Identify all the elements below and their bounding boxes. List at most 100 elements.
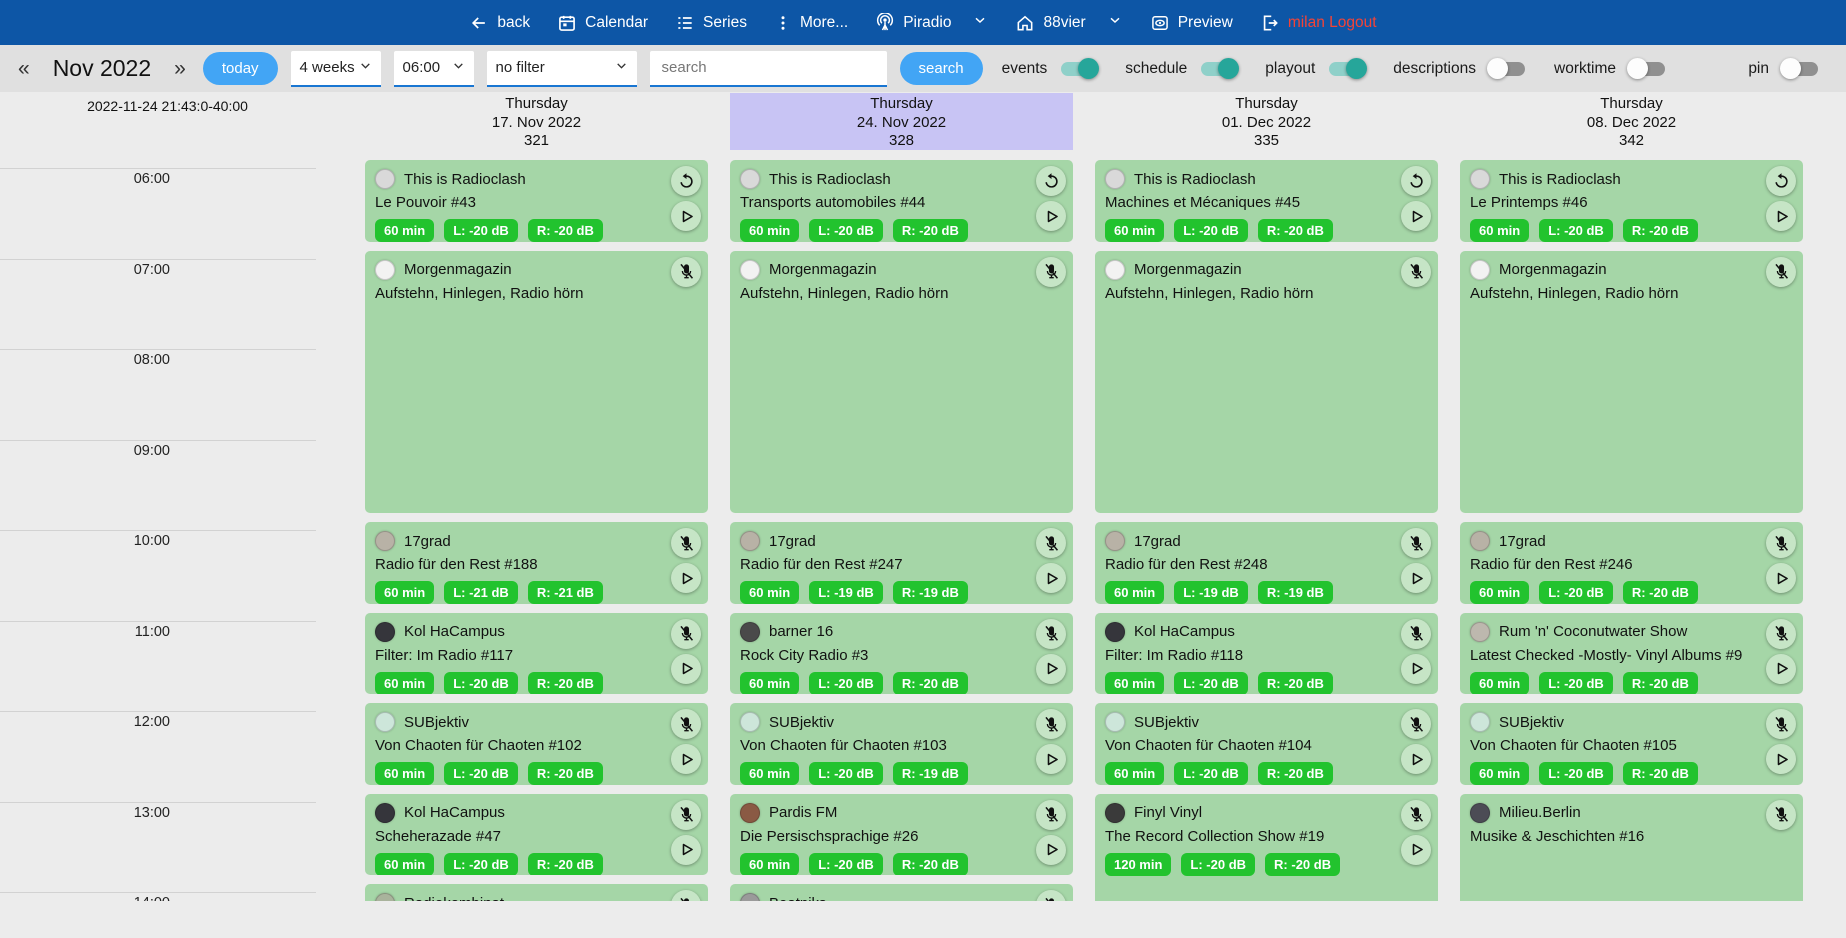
mic-off-icon bbox=[1407, 262, 1426, 281]
search-button[interactable]: search bbox=[899, 52, 983, 85]
station-menu-chevron-icon[interactable] bbox=[1107, 12, 1123, 33]
event-card[interactable]: Rum 'n' Coconutwater Show Latest Checked … bbox=[1460, 612, 1803, 694]
mic-off-button[interactable] bbox=[1401, 618, 1431, 649]
toggle-knob bbox=[1218, 58, 1240, 79]
event-card[interactable]: SUBjektiv Von Chaoten für Chaoten #105 60 … bbox=[1460, 703, 1803, 785]
logout-button[interactable]: milan Logout bbox=[1260, 13, 1377, 33]
play-button[interactable] bbox=[1036, 563, 1066, 593]
event-card[interactable]: Morgenmagazin Aufstehn, Hinlegen, Radio h… bbox=[1095, 250, 1438, 513]
play-button[interactable] bbox=[1036, 201, 1066, 231]
event-card[interactable]: 17grad Radio für den Rest #247 60 min L: -1… bbox=[730, 522, 1073, 604]
event-card[interactable]: Finyl Vinyl The Record Collection Show #1… bbox=[1095, 793, 1438, 901]
descriptions-toggle[interactable] bbox=[1487, 58, 1525, 79]
filter-select[interactable]: no filter bbox=[486, 50, 637, 87]
worktime-toggle[interactable] bbox=[1627, 58, 1666, 79]
mic-off-button[interactable] bbox=[671, 799, 701, 830]
mic-off-button[interactable] bbox=[1036, 256, 1066, 287]
mic-off-button[interactable] bbox=[1036, 799, 1066, 830]
event-card[interactable]: Kol HaCampus Filter: Im Radio #117 60 min L… bbox=[365, 612, 708, 694]
play-button[interactable] bbox=[1766, 653, 1796, 684]
mic-off-button[interactable] bbox=[1401, 256, 1431, 287]
today-button[interactable]: today bbox=[202, 52, 278, 85]
duration-badge: 120 min bbox=[1105, 852, 1172, 876]
event-episode-title: Aufstehn, Hinlegen, Radio hörn bbox=[1105, 284, 1314, 302]
next-period-button[interactable]: » bbox=[170, 57, 190, 81]
event-card[interactable]: This is Radioclash Le Pouvoir #43 60 min L:… bbox=[365, 160, 708, 242]
repeat-button[interactable] bbox=[1401, 166, 1431, 196]
mic-off-button[interactable] bbox=[1766, 799, 1796, 830]
play-button[interactable] bbox=[671, 834, 701, 865]
play-button[interactable] bbox=[1036, 834, 1066, 865]
start-time-select[interactable]: 06:00 bbox=[393, 50, 474, 87]
mic-off-button[interactable] bbox=[1766, 618, 1796, 649]
play-button[interactable] bbox=[671, 201, 701, 231]
nav-preview[interactable]: Preview bbox=[1150, 13, 1233, 33]
event-card[interactable]: barner 16 Rock City Radio #3 60 min L: -20 … bbox=[730, 612, 1073, 694]
schedule-toggle[interactable] bbox=[1201, 58, 1240, 79]
back-button[interactable]: back bbox=[469, 13, 530, 33]
event-card[interactable]: This is Radioclash Transports automobiles… bbox=[730, 160, 1073, 242]
repeat-button[interactable] bbox=[671, 166, 701, 196]
event-card[interactable]: Radiokombinat bbox=[365, 884, 708, 901]
nav-station[interactable]: 88vier bbox=[1015, 13, 1086, 33]
nav-more[interactable]: More... bbox=[774, 13, 848, 33]
play-button[interactable] bbox=[671, 563, 701, 593]
event-card[interactable]: Morgenmagazin Aufstehn, Hinlegen, Radio h… bbox=[1460, 250, 1803, 513]
event-card[interactable]: Morgenmagazin Aufstehn, Hinlegen, Radio h… bbox=[365, 250, 708, 513]
play-button[interactable] bbox=[1401, 744, 1431, 774]
play-button[interactable] bbox=[1036, 744, 1066, 774]
play-button[interactable] bbox=[1036, 653, 1066, 684]
mic-off-button[interactable] bbox=[671, 528, 701, 558]
mic-off-button[interactable] bbox=[1036, 709, 1066, 739]
play-button[interactable] bbox=[1766, 744, 1796, 774]
nav-series[interactable]: Series bbox=[675, 13, 747, 33]
mic-off-button[interactable] bbox=[671, 890, 701, 901]
mic-off-button[interactable] bbox=[671, 709, 701, 739]
mic-off-button[interactable] bbox=[1036, 528, 1066, 558]
event-card[interactable]: Milieu.Berlin Musike & Jeschichten #16 bbox=[1460, 793, 1803, 901]
event-card[interactable]: This is Radioclash Machines et Mécaniques… bbox=[1095, 160, 1438, 242]
piradio-menu-chevron-icon[interactable] bbox=[972, 12, 988, 33]
repeat-button[interactable] bbox=[1036, 166, 1066, 196]
mic-off-button[interactable] bbox=[1036, 618, 1066, 649]
play-button[interactable] bbox=[1401, 653, 1431, 684]
nav-piradio[interactable]: Piradio bbox=[875, 12, 951, 33]
play-button[interactable] bbox=[1766, 563, 1796, 593]
events-toggle[interactable] bbox=[1061, 58, 1100, 79]
event-card[interactable]: Morgenmagazin Aufstehn, Hinlegen, Radio h… bbox=[730, 250, 1073, 513]
play-button[interactable] bbox=[671, 744, 701, 774]
play-button[interactable] bbox=[1401, 563, 1431, 593]
mic-off-button[interactable] bbox=[1036, 890, 1066, 901]
mic-off-button[interactable] bbox=[1766, 256, 1796, 287]
play-button[interactable] bbox=[1766, 201, 1796, 231]
pin-toggle[interactable] bbox=[1780, 58, 1818, 79]
nav-calendar[interactable]: Calendar bbox=[557, 13, 648, 33]
mic-off-button[interactable] bbox=[1401, 799, 1431, 830]
prev-period-button[interactable]: « bbox=[14, 57, 34, 81]
event-card[interactable]: 17grad Radio für den Rest #246 60 min L: -2… bbox=[1460, 522, 1803, 604]
mic-off-button[interactable] bbox=[1766, 528, 1796, 558]
event-card[interactable]: Pardis FM Die Persischsprachige #26 60 min… bbox=[730, 793, 1073, 875]
event-card[interactable]: SUBjektiv Von Chaoten für Chaoten #103 60 … bbox=[730, 703, 1073, 785]
play-button[interactable] bbox=[671, 653, 701, 684]
event-card[interactable]: 17grad Radio für den Rest #188 60 min L: -2… bbox=[365, 522, 708, 604]
play-button[interactable] bbox=[1401, 201, 1431, 231]
event-card[interactable]: Beatniks bbox=[730, 884, 1073, 901]
event-card[interactable]: Kol HaCampus Scheherazade #47 60 min L: -20… bbox=[365, 793, 708, 875]
event-card[interactable]: SUBjektiv Von Chaoten für Chaoten #104 60 … bbox=[1095, 703, 1438, 785]
event-badges: 60 min L: -20 dB R: -20 dB bbox=[375, 219, 660, 242]
search-input[interactable] bbox=[649, 50, 887, 87]
range-select[interactable]: 4 weeks bbox=[290, 50, 381, 87]
event-card[interactable]: Kol HaCampus Filter: Im Radio #118 60 min L… bbox=[1095, 612, 1438, 694]
mic-off-button[interactable] bbox=[1401, 528, 1431, 558]
event-card[interactable]: SUBjektiv Von Chaoten für Chaoten #102 60 … bbox=[365, 703, 708, 785]
play-button[interactable] bbox=[1401, 834, 1431, 865]
mic-off-button[interactable] bbox=[1401, 709, 1431, 739]
mic-off-button[interactable] bbox=[671, 618, 701, 649]
event-card[interactable]: This is Radioclash Le Printemps #46 60 min… bbox=[1460, 160, 1803, 242]
mic-off-button[interactable] bbox=[1766, 709, 1796, 739]
event-card[interactable]: 17grad Radio für den Rest #248 60 min L: -1… bbox=[1095, 522, 1438, 604]
mic-off-button[interactable] bbox=[671, 256, 701, 287]
repeat-button[interactable] bbox=[1766, 166, 1796, 196]
playout-toggle[interactable] bbox=[1329, 58, 1368, 79]
